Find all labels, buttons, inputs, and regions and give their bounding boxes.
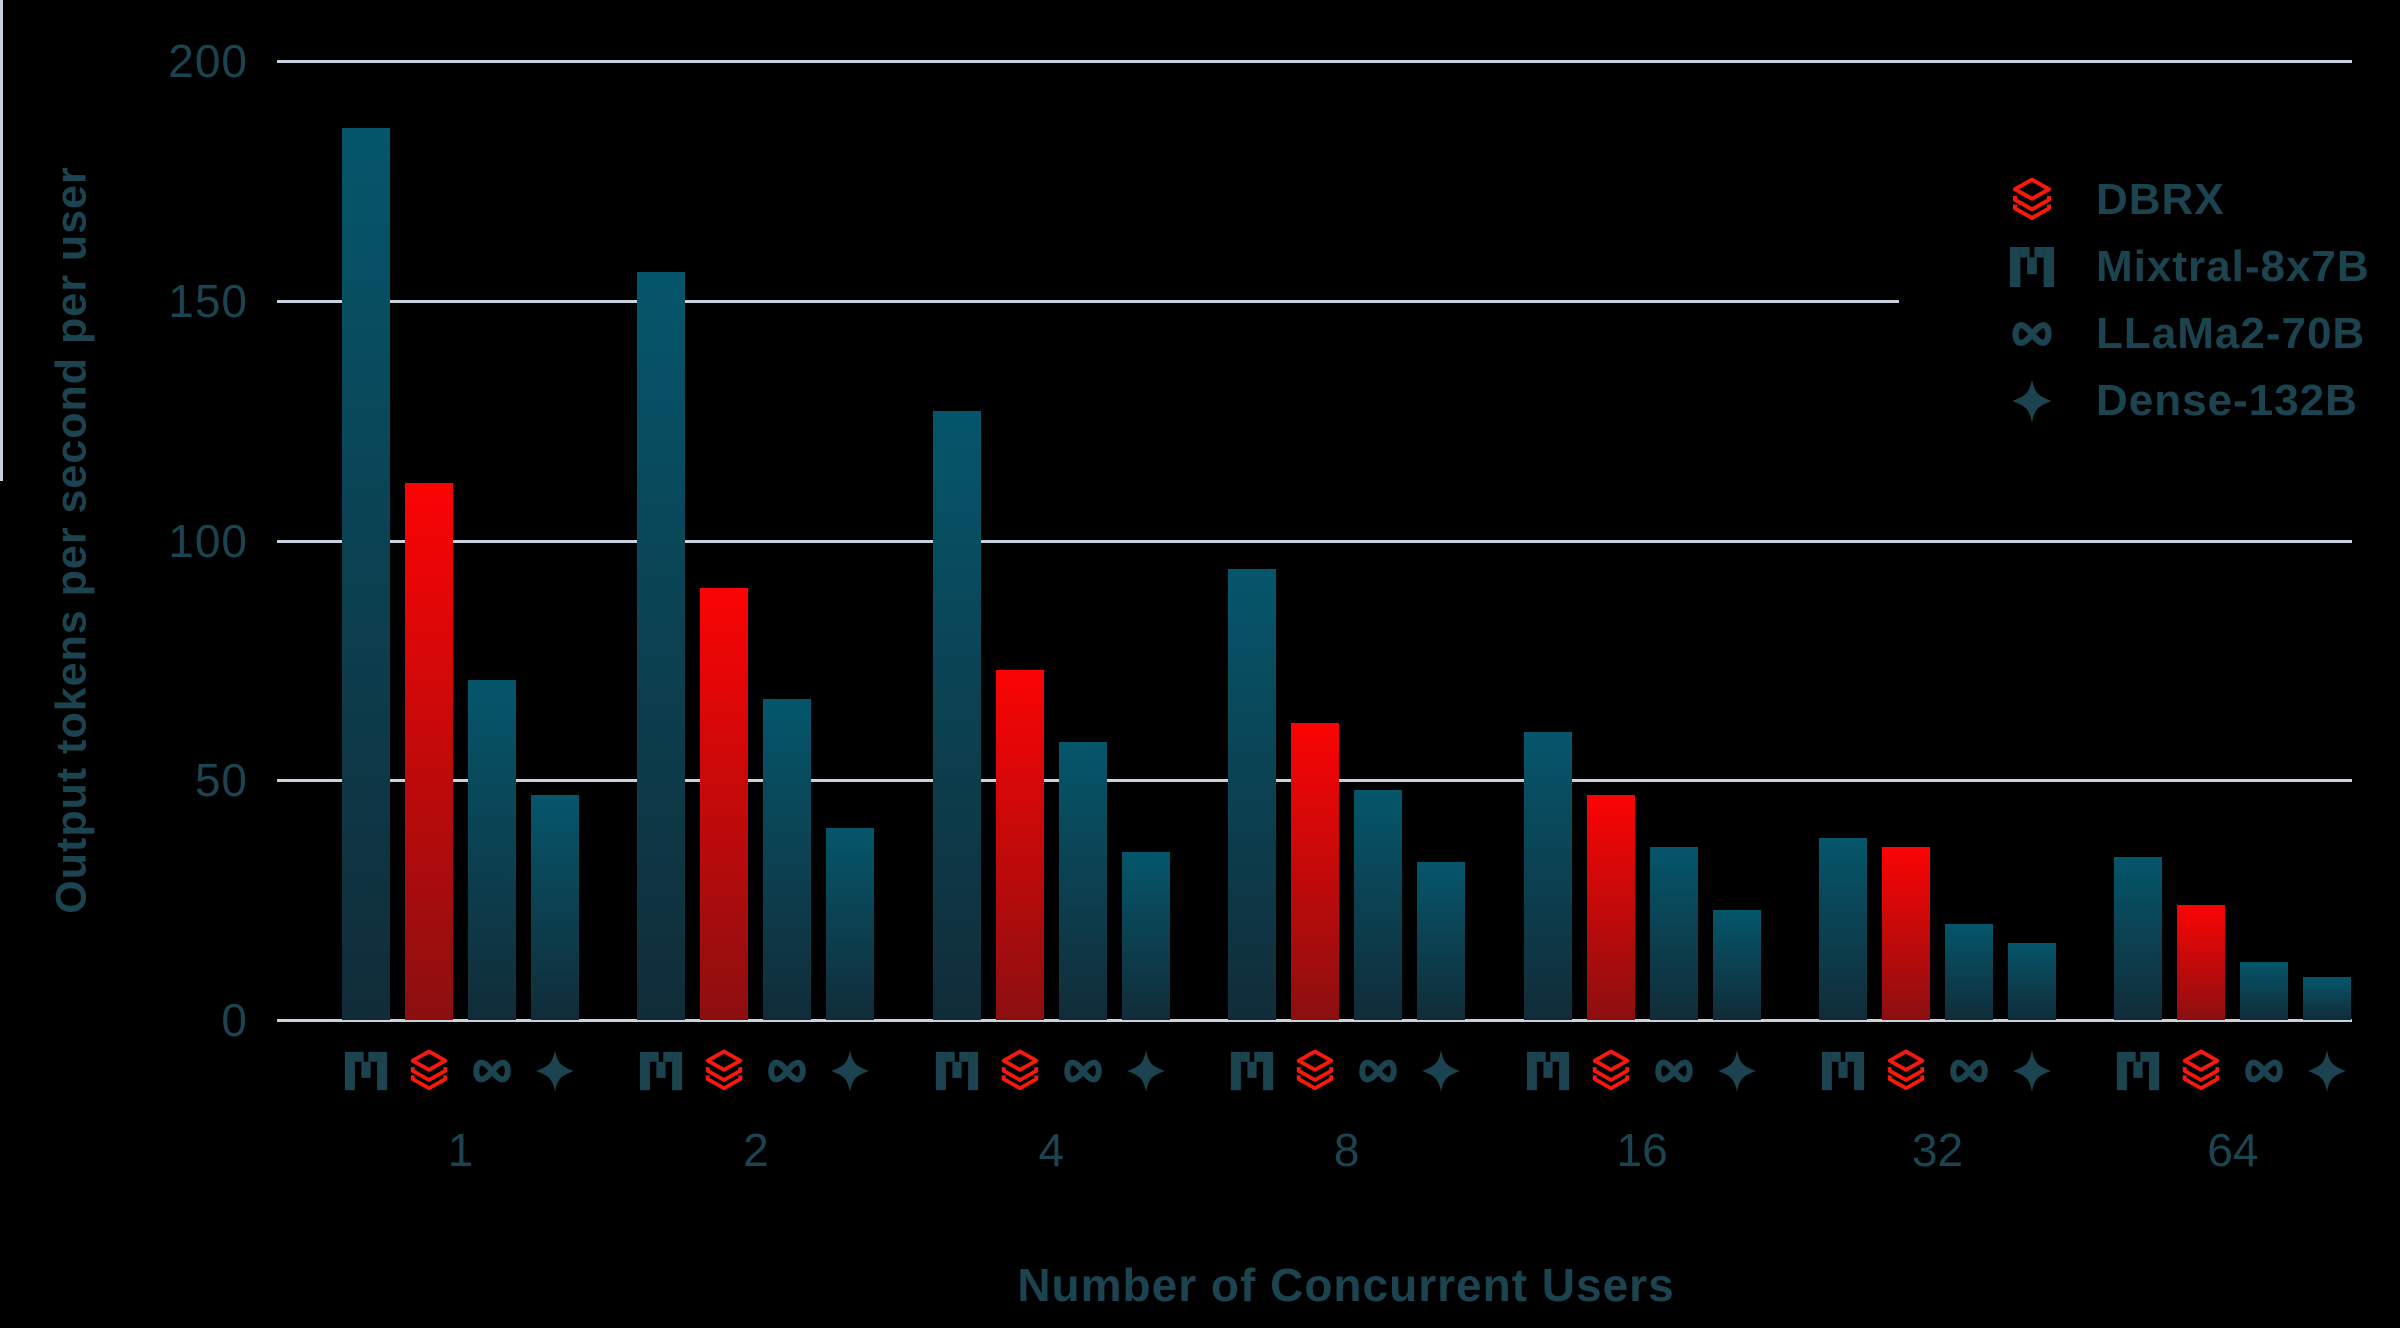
bar-LLaMa2-70B-1 xyxy=(468,679,516,1020)
mixtral-icon xyxy=(2008,243,2056,291)
databricks-icon xyxy=(406,1048,452,1094)
bar-Dense-132B-32 xyxy=(2008,943,2056,1020)
meta-icon xyxy=(764,1048,810,1094)
bar-DBRX-32 xyxy=(1882,847,1930,1020)
sparkle-icon xyxy=(1418,1048,1464,1094)
bar-DBRX-8 xyxy=(1291,722,1340,1020)
bar-Mixtral-8x7B-1 xyxy=(342,128,390,1020)
bar-Mixtral-8x7B-64 xyxy=(2114,856,2163,1020)
legend-item-DBRX: DBRX xyxy=(2008,175,2225,224)
meta-icon xyxy=(1355,1048,1401,1094)
y-tick-label-50: 50 xyxy=(194,754,248,807)
bar-LLaMa2-70B-32 xyxy=(1945,924,1993,1020)
databricks-icon xyxy=(701,1048,747,1094)
y-tick-label-150: 150 xyxy=(168,274,248,327)
mixtral-icon xyxy=(1525,1048,1571,1094)
databricks-icon xyxy=(2178,1048,2224,1094)
sparkle-icon xyxy=(532,1048,578,1094)
meta-icon xyxy=(2008,310,2056,358)
bar-Dense-132B-8 xyxy=(1417,861,1466,1020)
databricks-icon xyxy=(1588,1048,1634,1094)
bar-DBRX-16 xyxy=(1586,794,1635,1020)
category-label-8: 8 xyxy=(1333,1124,1360,1176)
mixtral-icon xyxy=(934,1048,980,1094)
legend-label: LLaMa2-70B xyxy=(2096,309,2366,358)
category-label-1: 1 xyxy=(447,1124,474,1176)
bar-Dense-132B-4 xyxy=(1121,852,1170,1020)
bar-Mixtral-8x7B-2 xyxy=(637,271,686,1020)
meta-icon xyxy=(2241,1048,2287,1094)
legend-item-Dense-132B: Dense-132B xyxy=(2008,376,2358,425)
gridline-0 xyxy=(277,1019,2352,1022)
meta-icon xyxy=(469,1048,515,1094)
mixtral-icon xyxy=(1820,1048,1866,1094)
bar-LLaMa2-70B-16 xyxy=(1649,847,1698,1020)
bar-DBRX-1 xyxy=(405,482,453,1020)
sparkle-icon xyxy=(2304,1048,2350,1094)
bar-DBRX-4 xyxy=(995,669,1044,1020)
legend-label: Dense-132B xyxy=(2096,376,2358,425)
bar-LLaMa2-70B-2 xyxy=(763,698,812,1020)
category-label-64: 64 xyxy=(2207,1124,2259,1176)
sparkle-icon xyxy=(827,1048,873,1094)
databricks-icon xyxy=(2008,176,2056,224)
bar-Mixtral-8x7B-16 xyxy=(1523,732,1572,1020)
bar-Dense-132B-1 xyxy=(531,794,579,1020)
bar-LLaMa2-70B-64 xyxy=(2240,962,2289,1020)
gridline-100 xyxy=(277,539,2352,543)
legend-item-Mixtral-8x7B: Mixtral-8x7B xyxy=(2008,242,2370,291)
category-label-32: 32 xyxy=(1911,1124,1964,1176)
legend-border xyxy=(0,0,3,481)
bar-LLaMa2-70B-8 xyxy=(1354,789,1403,1020)
mixtral-icon xyxy=(638,1048,684,1094)
y-tick-label-200: 200 xyxy=(168,35,248,87)
databricks-icon xyxy=(997,1048,1043,1094)
legend-label: DBRX xyxy=(2096,175,2225,224)
meta-icon xyxy=(1946,1048,1992,1094)
sparkle-icon xyxy=(2008,377,2056,425)
y-tick-label-0: 0 xyxy=(221,994,248,1046)
category-label-4: 4 xyxy=(1038,1124,1065,1176)
category-label-2: 2 xyxy=(743,1124,769,1176)
bar-Mixtral-8x7B-8 xyxy=(1228,569,1277,1020)
bar-Dense-132B-16 xyxy=(1712,909,1761,1020)
category-label-16: 16 xyxy=(1616,1124,1668,1176)
gridline-200 xyxy=(277,60,2352,63)
sparkle-icon xyxy=(1123,1048,1169,1094)
bar-LLaMa2-70B-4 xyxy=(1058,741,1107,1020)
mixtral-icon xyxy=(1229,1048,1275,1094)
bar-Dense-132B-64 xyxy=(2303,976,2352,1020)
gridline-150 xyxy=(277,299,1899,303)
mixtral-icon xyxy=(2115,1048,2161,1094)
bar-Dense-132B-2 xyxy=(826,828,875,1020)
y-tick-label-100: 100 xyxy=(168,514,248,567)
meta-icon xyxy=(1651,1048,1697,1094)
sparkle-icon xyxy=(2009,1048,2055,1094)
legend-label: Mixtral-8x7B xyxy=(2096,242,2370,291)
sparkle-icon xyxy=(1714,1048,1760,1094)
bar-Mixtral-8x7B-4 xyxy=(932,411,981,1020)
bar-DBRX-64 xyxy=(2177,904,2226,1020)
x-axis-title: Number of Concurrent Users xyxy=(1017,1259,1675,1311)
databricks-icon xyxy=(1883,1048,1929,1094)
meta-icon xyxy=(1060,1048,1106,1094)
mixtral-icon xyxy=(343,1048,389,1094)
bar-Mixtral-8x7B-32 xyxy=(1819,837,1867,1020)
databricks-icon xyxy=(1292,1048,1338,1094)
bar-DBRX-2 xyxy=(700,588,749,1020)
legend-item-LLaMa2-70B: LLaMa2-70B xyxy=(2008,309,2366,358)
